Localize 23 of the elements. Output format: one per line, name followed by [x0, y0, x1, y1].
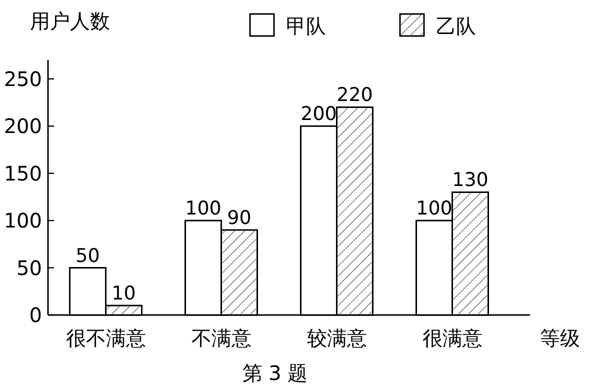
data-label: 130 — [452, 169, 488, 192]
x-tick-label: 较满意 — [306, 326, 367, 350]
y-tick-label: 200 — [4, 114, 42, 138]
data-label: 90 — [227, 207, 252, 229]
x-tick-label: 很满意 — [422, 326, 482, 350]
y-tick-label: 50 — [16, 256, 42, 280]
y-axis-title: 用户人数 — [30, 9, 110, 33]
data-label: 100 — [416, 198, 452, 220]
y-tick-label: 100 — [4, 208, 42, 233]
y-tick-label: 250 — [4, 66, 42, 91]
y-tick-label: 0 — [29, 303, 42, 327]
text: 第 3 题 — [242, 361, 308, 385]
data-label: 50 — [76, 244, 100, 267]
data-label: 200 — [300, 103, 337, 126]
legend-label: 乙队 — [436, 14, 476, 38]
x-tick-label: 不满意 — [191, 326, 252, 350]
data-label: 10 — [112, 282, 136, 305]
x-tick-label: 很不满意 — [66, 326, 146, 350]
legend-label: 甲队 — [286, 14, 326, 38]
y-tick-label: 150 — [4, 161, 42, 186]
data-label: 100 — [185, 198, 222, 220]
x-axis-title: 等级 — [540, 326, 580, 350]
data-label: 220 — [336, 84, 373, 106]
